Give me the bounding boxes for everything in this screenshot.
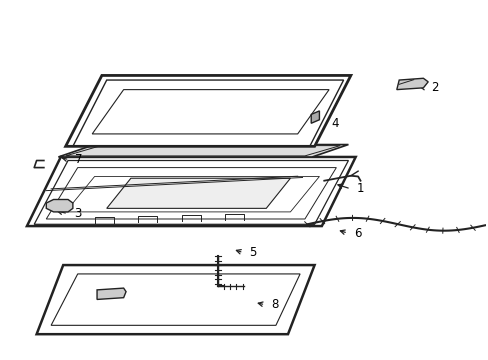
Polygon shape <box>396 78 427 90</box>
Text: 3: 3 <box>74 207 81 220</box>
Polygon shape <box>310 111 319 123</box>
Text: 2: 2 <box>431 81 438 94</box>
Polygon shape <box>27 157 355 226</box>
Polygon shape <box>58 145 348 157</box>
Text: 4: 4 <box>331 117 338 130</box>
Text: 8: 8 <box>270 298 278 311</box>
Polygon shape <box>46 199 73 212</box>
Polygon shape <box>106 178 290 208</box>
Text: 1: 1 <box>356 183 364 195</box>
Polygon shape <box>97 288 126 300</box>
Text: 6: 6 <box>353 227 361 240</box>
Text: 7: 7 <box>75 153 82 166</box>
Text: 5: 5 <box>249 246 256 259</box>
Polygon shape <box>37 265 314 334</box>
Polygon shape <box>65 76 350 146</box>
